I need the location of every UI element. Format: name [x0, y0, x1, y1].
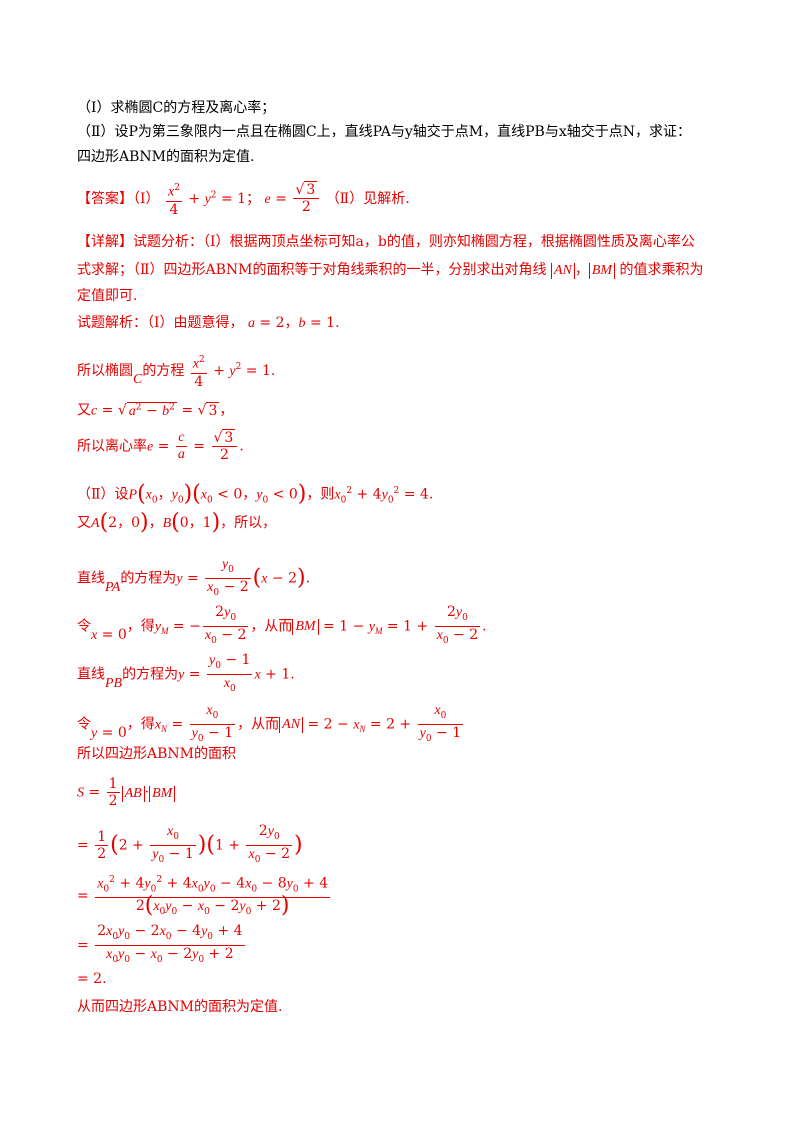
- xn-line: 令y = 0，得xN = x0 y0 − 1 ，从而 AN = 2 − xN = 2 …: [77, 703, 464, 744]
- points-ab-line: 又A(2，0)，B(0，1)，所以，: [77, 510, 277, 535]
- hence1-label: ，从而: [250, 618, 293, 635]
- area-formula-4: = 2x0y0 − 2x0 − 4y0 + 4 x0y0 − x0 − 2y0 +…: [77, 923, 245, 965]
- line-pa-line: 直线PA的方程为y = y0 x0 − 2 (x − 2).: [77, 557, 311, 598]
- so-text: ，所以，: [220, 515, 277, 531]
- pa-label2: 的方程为: [120, 570, 177, 587]
- ellipse-label: 所以椭圆: [77, 362, 133, 379]
- analysis-line3: 定值即可.: [77, 288, 138, 304]
- pb-label: 直线: [77, 666, 105, 683]
- area-label-line: 所以四边形ABNM的面积: [77, 746, 236, 762]
- ym-line: 令x = 0，得yM = −2y0 x0 − 2 ，从而 BM = 1 − yM = …: [77, 604, 487, 646]
- analysis-line2: 式求解；（Ⅱ）四边形ABNM的面积等于对角线乘积的一半，分别求出对角线 AN， B…: [77, 262, 704, 279]
- let1-label: 令: [77, 618, 91, 635]
- analysis-text2b: 的值求乘积为: [619, 262, 704, 278]
- analysis-line1: 【详解】试题分析：（Ⅰ）根据两顶点坐标可知a，b的值，则亦知椭圆方程，根据椭圆性…: [77, 231, 695, 253]
- get2-label: ，得: [126, 716, 155, 733]
- answer-tag: 【答案】: [77, 190, 133, 207]
- hence2-label: ，从而: [237, 716, 280, 733]
- area-formula-1: S = 1 2 AB · BM: [77, 776, 176, 809]
- let2-label: 令: [77, 716, 91, 733]
- solution-intro: 试题解析：（Ⅰ）由题意得，: [77, 315, 244, 331]
- pb-label2: 的方程为: [122, 666, 179, 683]
- answer-part2: （Ⅱ）见解析.: [325, 190, 410, 207]
- ab-values: a = 2，b = 1.: [247, 315, 340, 331]
- answer-part1: （Ⅰ）: [133, 190, 160, 207]
- ellipse-label2: 的方程: [142, 362, 185, 379]
- area-formula-2: = 1 2 (2 + x0 y0 − 1)(1 + 2y0 x0 − 2): [77, 823, 303, 865]
- e-label: 所以离心率: [77, 438, 147, 455]
- c-label: 又: [77, 402, 91, 419]
- pa-label: 直线: [77, 570, 105, 587]
- solution-intro-line: 试题解析：（Ⅰ）由题意得， a = 2，b = 1.: [77, 312, 340, 335]
- answer-eccentricity: e = √ 3 2: [265, 181, 322, 215]
- p2-then: ，则: [306, 486, 335, 503]
- answer-ellipse-formula: x2 4 + y2 = 1: [164, 183, 246, 218]
- diagonal-bm: BM: [588, 263, 616, 279]
- p2-label: （Ⅱ）设: [77, 486, 129, 503]
- ellipse-equation-line: 所以椭圆C的方程 x2 4 + y2 = 1.: [77, 352, 275, 390]
- area-result: = 2.: [77, 971, 107, 987]
- question-part2-line1: （Ⅱ）设P为第三象限内一点且在椭圆C上，直线PA与y轴交于点M，直线PB与x轴交…: [77, 124, 691, 140]
- diagonal-an: AN: [550, 263, 575, 279]
- c-value-line: 又c = √ a2 − b2 = √ 3，: [77, 401, 234, 419]
- get1-label: ，得: [126, 618, 155, 635]
- conclusion: 从而四边形ABNM的面积为定值.: [77, 999, 283, 1015]
- answer-sep: ；: [246, 190, 261, 207]
- area-formula-3: = x02 + 4y02 + 4x0y0 − 4x0 − 8y0 + 4 2(x0…: [77, 872, 332, 920]
- analysis-tag: 【详解】: [77, 234, 133, 250]
- question-part2-line2: 四边形ABNM的面积为定值.: [77, 149, 255, 165]
- answer-line: 【答案】（Ⅰ） x2 4 + y2 = 1； e = √ 3 2 （Ⅱ）见解析.: [77, 180, 410, 218]
- question-part1: （Ⅰ）求椭圆C的方程及离心率；: [77, 100, 276, 116]
- line-pb-line: 直线PB的方程为y = y0 − 1 x0 x + 1.: [77, 652, 295, 694]
- point-p-line: （Ⅱ）设P(x0，y0)(x0 < 0，y0 < 0)，则x02 + 4y02 …: [77, 481, 434, 507]
- ab-label: 又: [77, 515, 91, 531]
- analysis-text1: 试题分析：（Ⅰ）根据两顶点坐标可知a，b的值，则亦知椭圆方程，根据椭圆性质及离心…: [133, 234, 695, 250]
- analysis-text2a: 式求解；（Ⅱ）四边形ABNM的面积等于对角线乘积的一半，分别求出对角线: [77, 262, 547, 278]
